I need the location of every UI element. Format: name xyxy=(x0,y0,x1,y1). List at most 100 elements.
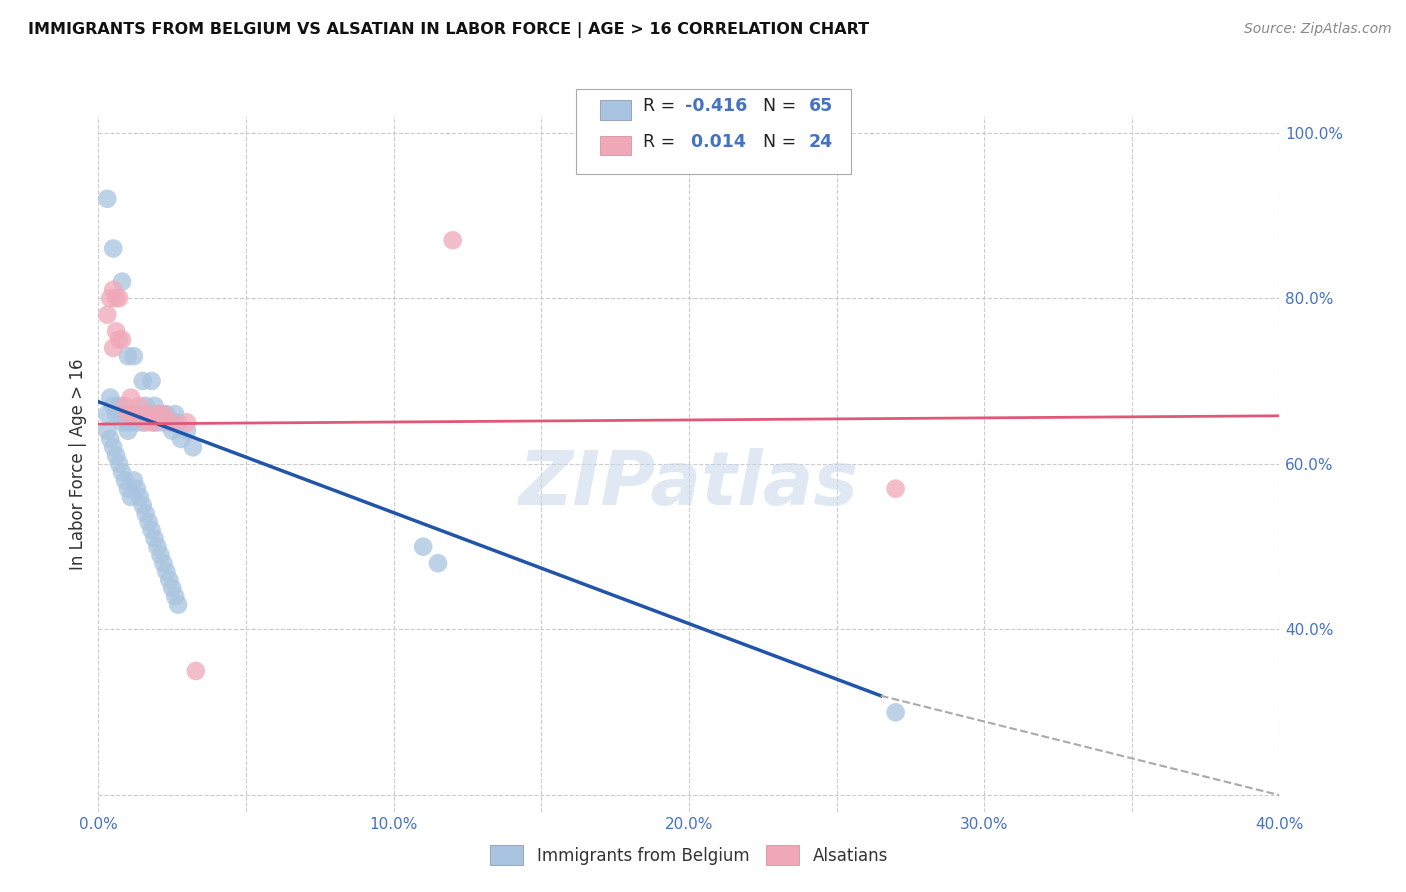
Point xyxy=(128,407,150,421)
Point xyxy=(117,482,139,496)
Point xyxy=(132,498,155,512)
Legend: Immigrants from Belgium, Alsatians: Immigrants from Belgium, Alsatians xyxy=(482,837,896,873)
Point xyxy=(122,474,145,488)
Text: -0.416: -0.416 xyxy=(685,97,747,115)
Point xyxy=(138,407,160,421)
Point xyxy=(167,598,190,612)
Point xyxy=(108,333,131,347)
Point xyxy=(108,291,131,305)
Point xyxy=(135,399,157,413)
Point xyxy=(427,556,450,570)
Point xyxy=(114,474,136,488)
Point xyxy=(184,664,207,678)
Point xyxy=(98,391,121,405)
Point xyxy=(141,416,163,430)
Point xyxy=(111,416,134,430)
Y-axis label: In Labor Force | Age > 16: In Labor Force | Age > 16 xyxy=(69,358,87,570)
Point xyxy=(125,482,148,496)
Point xyxy=(146,416,169,430)
Point xyxy=(141,374,163,388)
Point xyxy=(111,275,134,289)
Point xyxy=(120,490,142,504)
Point xyxy=(120,391,142,405)
Text: R =: R = xyxy=(643,133,681,151)
Text: N =: N = xyxy=(752,133,801,151)
Point xyxy=(162,581,183,595)
Text: 0.014: 0.014 xyxy=(685,133,745,151)
Point xyxy=(103,242,125,256)
Text: N =: N = xyxy=(752,97,801,115)
Point xyxy=(143,416,166,430)
Text: R =: R = xyxy=(643,97,681,115)
Point xyxy=(105,291,128,305)
Point xyxy=(884,706,907,720)
Point xyxy=(135,507,157,521)
Point xyxy=(111,465,134,479)
Point xyxy=(103,341,125,355)
Point xyxy=(176,424,198,438)
Point xyxy=(120,416,142,430)
Point xyxy=(132,416,155,430)
Point xyxy=(167,416,190,430)
Point xyxy=(96,192,118,206)
Point xyxy=(162,424,183,438)
Point xyxy=(176,416,198,430)
Point xyxy=(96,407,118,421)
Text: IMMIGRANTS FROM BELGIUM VS ALSATIAN IN LABOR FORCE | AGE > 16 CORRELATION CHART: IMMIGRANTS FROM BELGIUM VS ALSATIAN IN L… xyxy=(28,22,869,38)
Point xyxy=(152,556,174,570)
Point xyxy=(157,573,180,587)
Point xyxy=(128,399,150,413)
Point xyxy=(157,416,180,430)
Point xyxy=(98,432,121,446)
Point xyxy=(141,523,163,537)
Point xyxy=(96,308,118,322)
Point xyxy=(108,457,131,471)
Point xyxy=(135,416,157,430)
Point xyxy=(149,548,172,562)
Point xyxy=(155,565,177,579)
Point xyxy=(412,540,434,554)
Point xyxy=(152,416,174,430)
Point xyxy=(122,349,145,363)
Text: Source: ZipAtlas.com: Source: ZipAtlas.com xyxy=(1244,22,1392,37)
Point xyxy=(165,407,187,421)
Text: ZIPatlas: ZIPatlas xyxy=(519,448,859,521)
Point xyxy=(181,440,204,454)
Point xyxy=(114,399,136,413)
Point xyxy=(117,349,139,363)
Point xyxy=(103,399,125,413)
Point xyxy=(108,399,131,413)
Point xyxy=(114,407,136,421)
Point xyxy=(165,590,187,604)
Point xyxy=(103,440,125,454)
Text: 24: 24 xyxy=(808,133,832,151)
Point xyxy=(138,407,160,421)
Point xyxy=(125,416,148,430)
Point xyxy=(155,407,177,421)
Point xyxy=(122,407,145,421)
Point xyxy=(149,407,172,421)
Point xyxy=(98,291,121,305)
Point xyxy=(122,407,145,421)
Point xyxy=(138,515,160,529)
Point xyxy=(117,424,139,438)
Point xyxy=(152,407,174,421)
Point xyxy=(105,449,128,463)
Point xyxy=(884,482,907,496)
Point xyxy=(146,540,169,554)
Point xyxy=(441,233,464,247)
Point xyxy=(105,324,128,338)
Point xyxy=(170,432,193,446)
Point xyxy=(105,407,128,421)
Point xyxy=(162,416,183,430)
Point xyxy=(120,407,142,421)
Point xyxy=(117,407,139,421)
Text: 65: 65 xyxy=(808,97,832,115)
Point xyxy=(117,416,139,430)
Point xyxy=(146,407,169,421)
Point xyxy=(103,283,125,297)
Point xyxy=(132,374,155,388)
Point xyxy=(128,490,150,504)
Point xyxy=(96,424,118,438)
Point xyxy=(143,532,166,546)
